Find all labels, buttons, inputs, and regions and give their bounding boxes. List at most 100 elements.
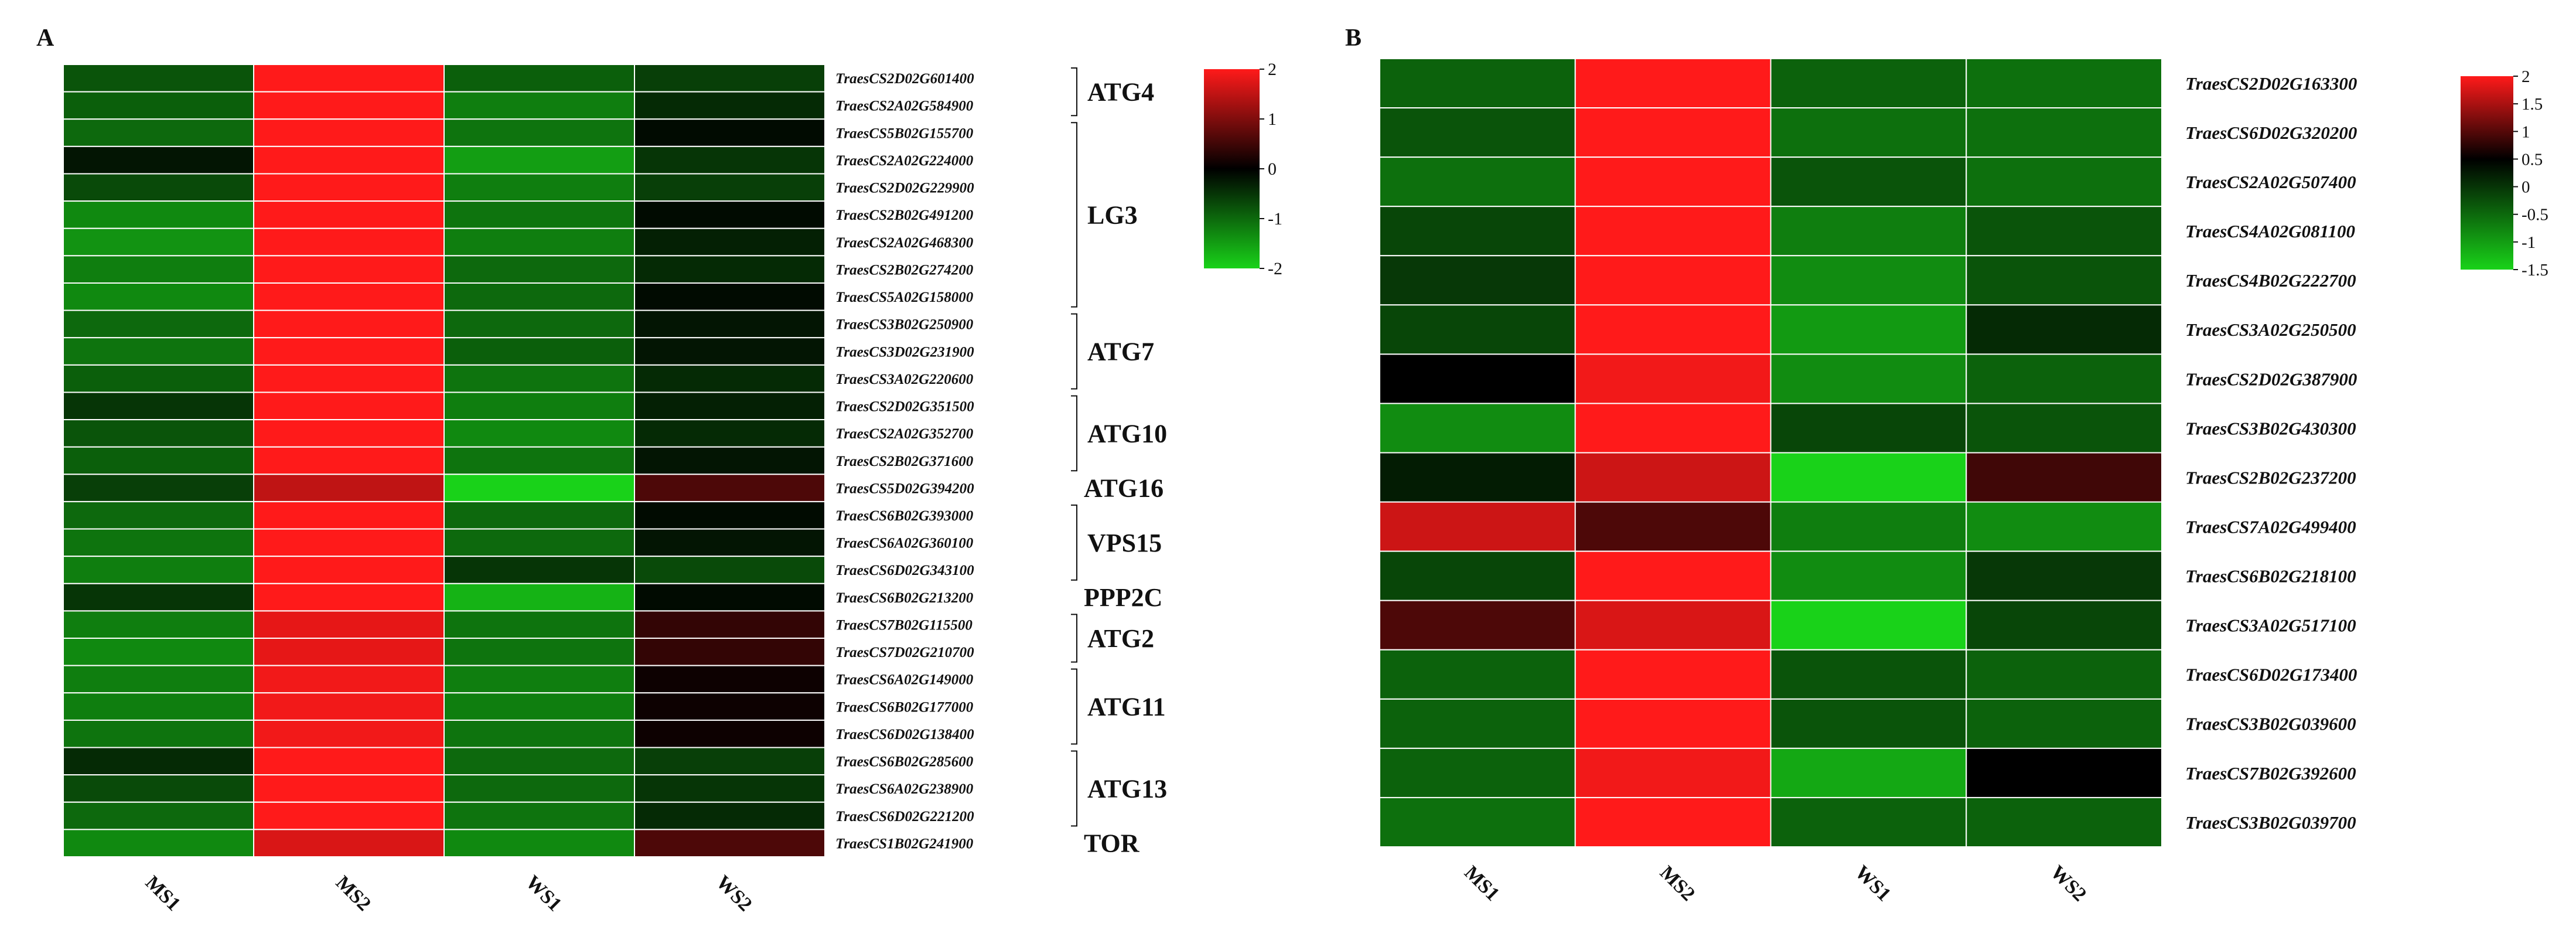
group-label: ATG4 [1087, 78, 1154, 107]
gene-label: TraesCS2D02G387900 [2185, 369, 2357, 389]
colorbar-tick-label: 2 [1268, 60, 1277, 79]
heatmap-cell [253, 64, 445, 93]
heatmap-cell [443, 419, 635, 448]
heatmap-cell [1379, 403, 1576, 454]
heatmap-cell [1574, 796, 1772, 847]
heatmap-cell [634, 583, 825, 612]
gene-label: TraesCS2A02G224000 [835, 153, 974, 169]
gene-label: TraesCS3A02G220600 [835, 372, 974, 387]
heatmap-cell [253, 173, 445, 202]
heatmap-cell [1574, 304, 1772, 355]
gene-label: TraesCS6B02G393000 [835, 508, 974, 524]
heatmap-b-gene-labels: TraesCS2D02G163300 TraesCS6D02G320200 Trae… [2185, 73, 2357, 833]
gene-label: TraesCS3D02G231900 [835, 344, 974, 360]
colorbar-tick-label: 0 [1268, 159, 1277, 179]
heatmap-cell [1379, 501, 1576, 552]
panel-b-letter: B [1345, 25, 1362, 52]
heatmap-cell [443, 528, 635, 557]
heatmap-cell [63, 282, 254, 311]
heatmap-cell [634, 528, 825, 557]
heatmap-cell [1966, 403, 2162, 454]
heatmap-cell [63, 583, 254, 612]
heatmap-cell [63, 309, 254, 339]
heatmap-cell [253, 665, 445, 694]
sample-label: MS1 [1460, 862, 1503, 905]
heatmap-cell [1966, 353, 2162, 404]
group-bracket [1071, 504, 1077, 581]
heatmap-cell [1966, 255, 2162, 306]
sample-label: MS2 [332, 871, 375, 915]
colorbar-tick-label: 0.5 [2522, 150, 2543, 169]
heatmap-cell [253, 528, 445, 557]
gene-label: TraesCS4B02G222700 [2185, 270, 2356, 291]
sample-label: WS1 [521, 871, 566, 916]
heatmap-b-cells [1379, 58, 2162, 847]
heatmap-cell [1770, 107, 1967, 158]
heatmap-cell [253, 801, 445, 830]
heatmap-cell [443, 364, 635, 393]
heatmap-cell [253, 200, 445, 229]
heatmap-cell [634, 419, 825, 448]
heatmap-cell [634, 774, 825, 803]
colorbar-b-gradient [2461, 76, 2513, 270]
gene-label: TraesCS1B02G241900 [835, 836, 974, 852]
heatmap-cell [443, 692, 635, 721]
group-label: ATG16 [1084, 474, 1164, 503]
heatmap-cell [443, 145, 635, 175]
heatmap-cell [253, 309, 445, 339]
heatmap-cell [634, 255, 825, 284]
heatmap-cell [634, 337, 825, 366]
heatmap-cell [1770, 403, 1967, 454]
heatmap-cell [1574, 649, 1772, 700]
heatmap-cell [63, 446, 254, 475]
heatmap-cell [1966, 107, 2162, 158]
heatmap-cell [63, 500, 254, 530]
heatmap-cell [443, 610, 635, 639]
colorbar-tick-label: -1 [2522, 233, 2536, 252]
heatmap-cell [443, 118, 635, 147]
colorbar-tick-label: 0 [2522, 178, 2530, 197]
group-label: ATG13 [1087, 774, 1167, 803]
heatmap-cell [1770, 600, 1967, 651]
heatmap-cell [634, 118, 825, 147]
heatmap-cell [63, 610, 254, 639]
heatmap-cell [1379, 58, 1576, 109]
heatmap-cell [1574, 747, 1772, 798]
heatmap-cell [63, 801, 254, 830]
heatmap-cell [443, 747, 635, 776]
heatmap-cell [1770, 255, 1967, 306]
heatmap-cell [1966, 58, 2162, 109]
heatmap-cell [1379, 304, 1576, 355]
heatmap-cell [1770, 353, 1967, 404]
gene-label: TraesCS6A02G238900 [835, 781, 974, 797]
gene-label: TraesCS6B02G218100 [2185, 566, 2356, 587]
heatmap-cell [253, 118, 445, 147]
gene-label: TraesCS2D02G163300 [2185, 73, 2357, 94]
heatmap-cell [63, 391, 254, 421]
heatmap-cell [63, 747, 254, 776]
heatmap-cell [253, 474, 445, 502]
heatmap-a-gene-labels: TraesCS2D02G601400 TraesCS2A02G584900 Trae… [835, 71, 974, 852]
group-bracket [1071, 67, 1077, 117]
heatmap-cell [1379, 156, 1576, 207]
heatmap-cell [253, 556, 445, 584]
gene-label: TraesCS6D02G221200 [835, 809, 974, 825]
heatmap-cell [1966, 206, 2162, 257]
heatmap-cell [1379, 107, 1576, 158]
heatmap-cell [1966, 747, 2162, 798]
group-bracket [1071, 395, 1077, 472]
heatmap-cell [1966, 156, 2162, 207]
heatmap-cell [443, 583, 635, 612]
heatmap-cell [63, 665, 254, 694]
heatmap-cell [1770, 550, 1967, 601]
heatmap-cell [443, 91, 635, 120]
heatmap-cell [253, 692, 445, 721]
heatmap-cell [634, 474, 825, 502]
heatmap-b-colorbar: 2 1.5 1 0.5 0 -0.5 -1 -1.5 [2461, 67, 2548, 280]
colorbar-tick-label: -1.5 [2522, 261, 2548, 280]
heatmap-cell [634, 200, 825, 229]
gene-label: TraesCS2B02G274200 [835, 262, 974, 278]
heatmap-cell [253, 282, 445, 311]
heatmap-cell [634, 829, 825, 857]
